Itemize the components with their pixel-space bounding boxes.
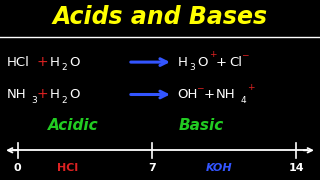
Text: HCl: HCl [6, 56, 29, 69]
Text: +: + [37, 55, 48, 69]
Text: H: H [50, 88, 60, 101]
Text: H: H [178, 56, 188, 69]
Text: Acidic: Acidic [48, 118, 99, 133]
Text: Basic: Basic [179, 118, 224, 133]
Text: HCl: HCl [57, 163, 78, 173]
Text: NH: NH [6, 88, 26, 101]
Text: 3: 3 [31, 96, 37, 105]
Text: 2: 2 [62, 63, 68, 72]
Text: 2: 2 [62, 96, 68, 105]
Text: −: − [241, 50, 248, 59]
Text: 7: 7 [148, 163, 156, 173]
Text: 14: 14 [288, 163, 304, 173]
Text: Acids and Bases: Acids and Bases [52, 5, 268, 29]
Text: 4: 4 [241, 96, 247, 105]
Text: +: + [216, 56, 227, 69]
Text: 3: 3 [190, 63, 196, 72]
Text: O: O [69, 56, 79, 69]
Text: O: O [69, 88, 79, 101]
Text: NH: NH [216, 88, 236, 101]
Text: +: + [247, 83, 255, 92]
Text: +: + [209, 50, 216, 59]
Text: OH: OH [178, 88, 198, 101]
Text: KOH: KOH [206, 163, 233, 173]
Text: 0: 0 [14, 163, 21, 173]
Text: O: O [197, 56, 207, 69]
Text: Cl: Cl [229, 56, 242, 69]
Text: +: + [203, 88, 214, 101]
Text: +: + [37, 87, 48, 102]
Text: −: − [196, 83, 204, 92]
Text: H: H [50, 56, 60, 69]
